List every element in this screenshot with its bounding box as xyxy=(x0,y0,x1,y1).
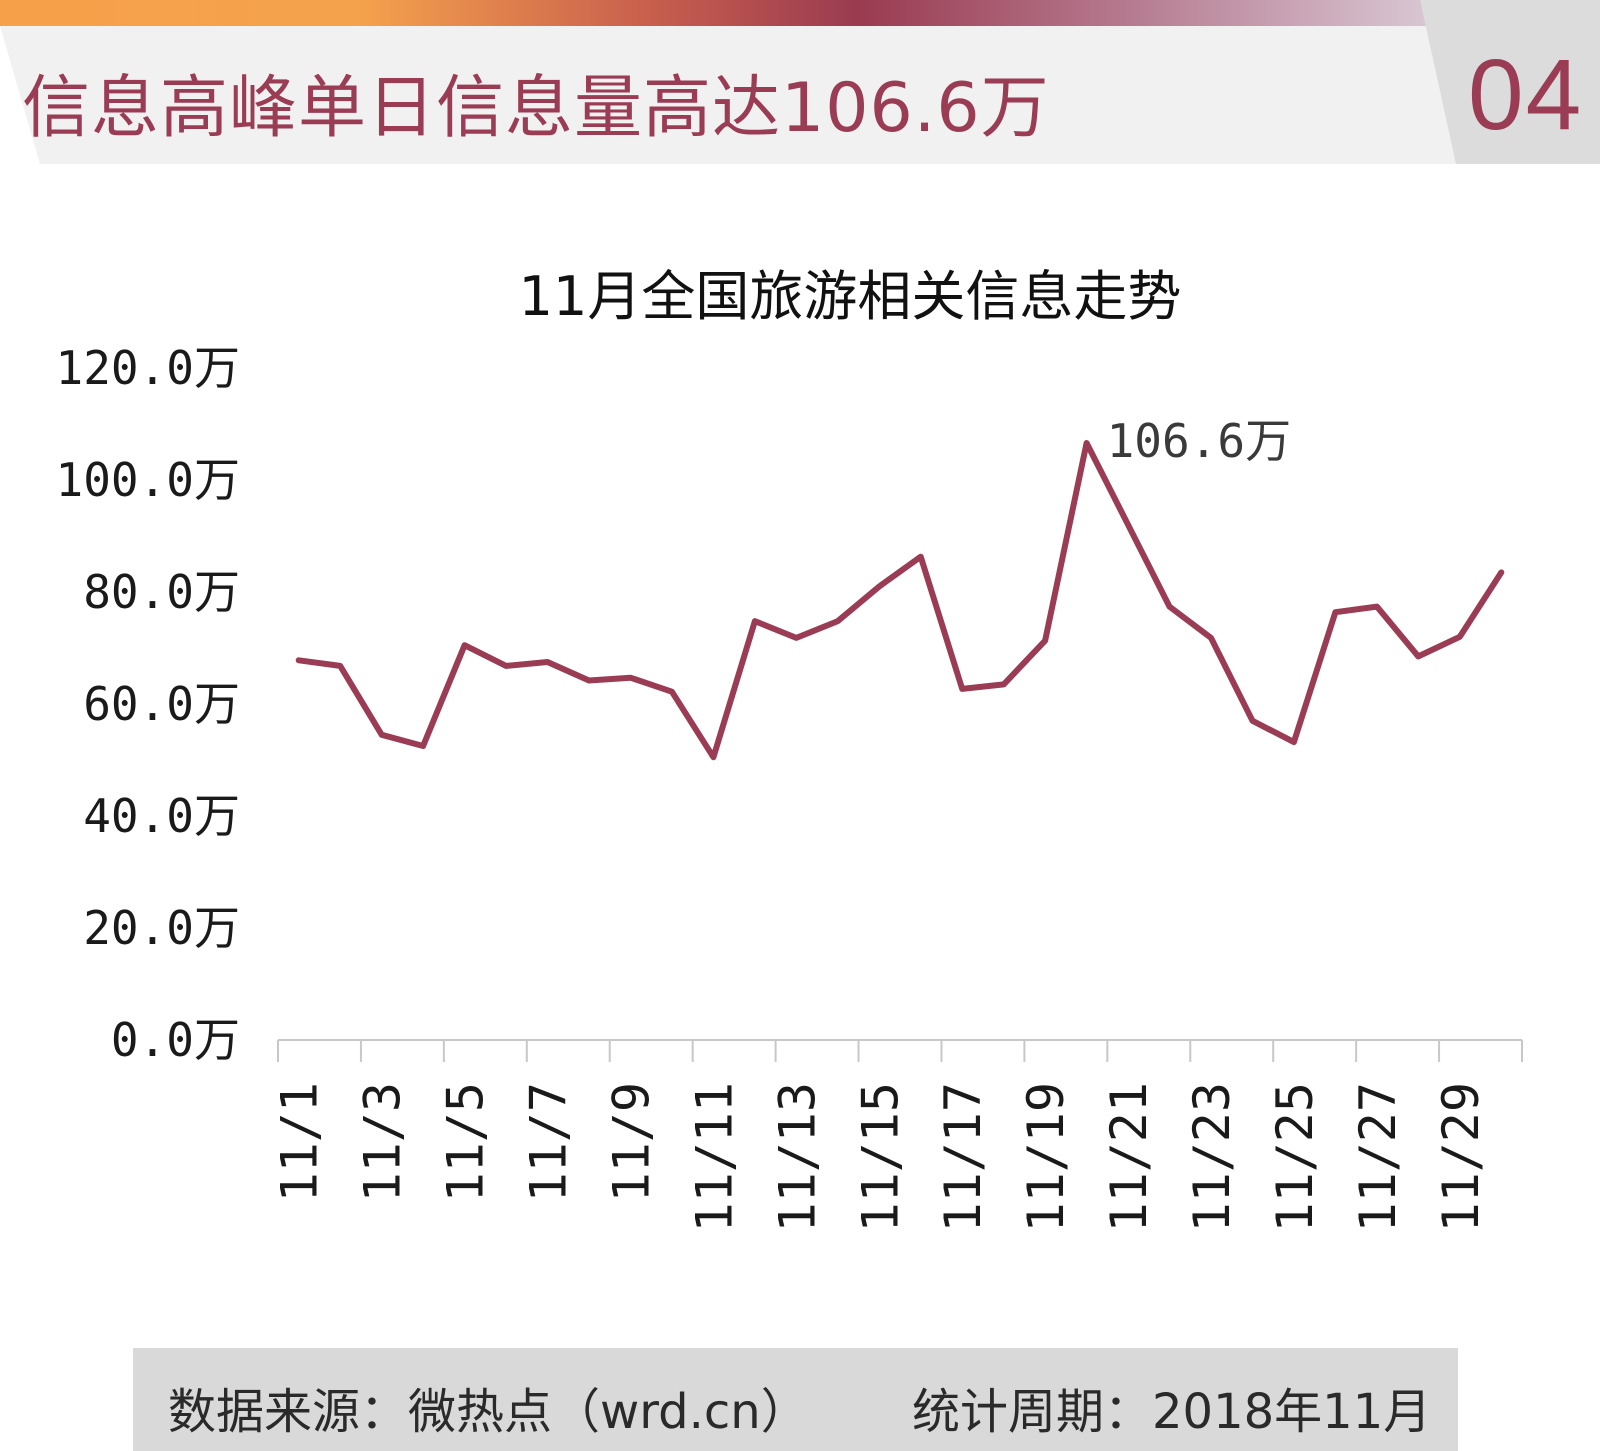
page-title: 信息高峰单日信息量高达106.6万 xyxy=(22,69,1050,148)
data-point xyxy=(835,618,841,624)
header-accent-stripe xyxy=(0,0,1430,26)
x-tick-label: 11/27 xyxy=(1349,1082,1407,1233)
data-point xyxy=(420,743,426,749)
data-point xyxy=(627,675,633,681)
page-number: 04 xyxy=(1468,39,1584,151)
data-point xyxy=(1332,609,1338,615)
x-tick-label: 11/17 xyxy=(934,1082,992,1233)
x-tick-label: 11/13 xyxy=(768,1082,826,1233)
x-tick-label: 11/21 xyxy=(1100,1082,1158,1233)
data-point xyxy=(296,657,302,663)
x-tick-label: 11/23 xyxy=(1183,1082,1241,1233)
y-tick-label: 40.0万 xyxy=(83,789,240,843)
data-point xyxy=(545,659,551,665)
data-point xyxy=(1457,634,1463,640)
y-tick-label: 80.0万 xyxy=(83,565,240,619)
data-point xyxy=(876,583,882,589)
data-point xyxy=(1125,522,1131,528)
data-point xyxy=(1001,681,1007,687)
data-point xyxy=(503,663,509,669)
x-tick-label: 11/11 xyxy=(685,1082,743,1233)
data-label: 106.6万 xyxy=(1107,414,1291,468)
data-point xyxy=(1374,604,1380,610)
data-point xyxy=(462,642,468,648)
data-point xyxy=(752,618,758,624)
data-point xyxy=(1042,638,1048,644)
data-point xyxy=(586,677,592,683)
data-point xyxy=(379,732,385,738)
x-tick-label: 11/29 xyxy=(1432,1082,1490,1233)
chart-title: 11月全国旅游相关信息走势 xyxy=(518,265,1182,328)
title-bar xyxy=(0,26,1460,164)
data-point xyxy=(337,663,343,669)
y-tick-label: 20.0万 xyxy=(83,901,240,955)
data-point xyxy=(1498,569,1504,575)
statistics-period-text: 统计周期：2018年11月 xyxy=(912,1384,1432,1440)
x-tick-label: 11/15 xyxy=(851,1082,909,1233)
data-point xyxy=(1084,440,1090,446)
x-tick-label: 11/3 xyxy=(354,1082,412,1202)
x-tick-label: 11/5 xyxy=(437,1082,495,1202)
x-tick-label: 11/25 xyxy=(1266,1082,1324,1233)
data-point xyxy=(669,689,675,695)
data-point xyxy=(1291,739,1297,745)
x-tick-label: 11/9 xyxy=(602,1082,660,1202)
data-point xyxy=(1415,653,1421,659)
x-tick-label: 11/19 xyxy=(1017,1082,1075,1233)
data-point xyxy=(959,686,965,692)
data-source-text: 数据来源：微热点（wrd.cn） xyxy=(168,1384,809,1440)
data-point xyxy=(1249,718,1255,724)
y-tick-label: 100.0万 xyxy=(56,453,240,507)
y-tick-label: 60.0万 xyxy=(83,677,240,731)
y-tick-label: 120.0万 xyxy=(56,341,240,395)
y-tick-label: 0.0万 xyxy=(111,1013,240,1067)
x-tick-label: 11/1 xyxy=(271,1082,329,1202)
data-point xyxy=(710,754,716,760)
data-point xyxy=(1208,635,1214,641)
x-tick-label: 11/7 xyxy=(520,1082,578,1202)
footer-bar xyxy=(133,1348,1458,1451)
series-line xyxy=(295,440,1505,761)
data-point xyxy=(793,635,799,641)
data-point xyxy=(1167,604,1173,610)
data-point xyxy=(918,554,924,560)
